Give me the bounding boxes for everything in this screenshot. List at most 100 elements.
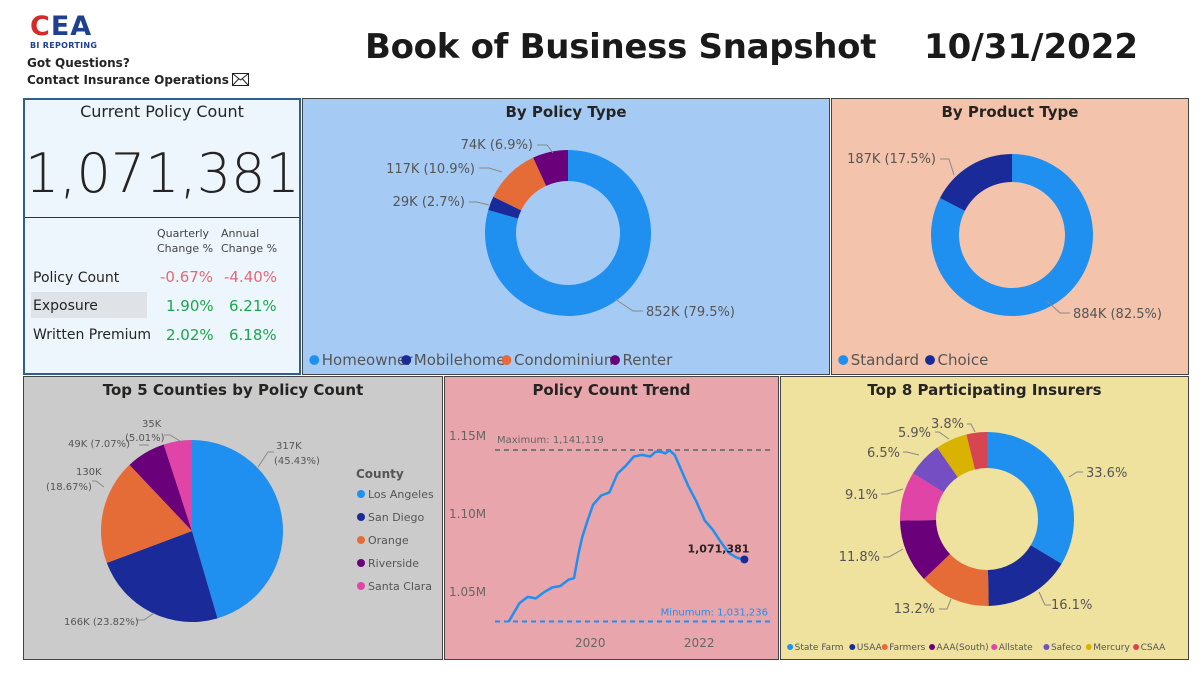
counties-legend-marker-orange[interactable] — [357, 536, 365, 544]
insurers-legend-aaa-south: AAA(South) — [937, 643, 989, 653]
insurers-slice-mercury[interactable] — [937, 434, 975, 478]
trend-xtick-2020: 2020 — [575, 636, 606, 650]
counties-legend-marker-riverside[interactable] — [357, 559, 365, 567]
policy-count-value: 1,071,381 — [25, 142, 300, 205]
current-policy-title: Current Policy Count — [80, 102, 244, 121]
counties-label-los-angeles-1: 317K — [276, 441, 302, 452]
policy-type-slice-renter[interactable] — [533, 150, 568, 186]
page-title: Book of Business Snapshot — [365, 27, 877, 67]
contact-link[interactable]: Contact Insurance Operations — [27, 73, 229, 87]
product-type-label-choice: 187K (17.5%) — [847, 152, 936, 167]
insurers-legend-marker-csaa[interactable] — [1133, 644, 1140, 650]
counties-legend-riverside: Riverside — [368, 557, 419, 570]
product-type-chart: 884K (82.5%) 187K (17.5%) Standard Choice — [838, 152, 1162, 369]
product-type-legend-choice: Choice — [938, 351, 989, 369]
product-type-panel: By Product Type 884K (82.5%) 187K (17.5%)… — [831, 98, 1189, 375]
trend-last-label: 1,071,381 — [687, 542, 749, 555]
policy-type-label-mobilehome: 29K (2.7%) — [393, 195, 465, 210]
counties-legend-marker-san-diego[interactable] — [357, 513, 365, 521]
insurers-slice-state-farm[interactable] — [987, 432, 1074, 564]
insurers-slice-usaa[interactable] — [987, 545, 1062, 606]
product-type-title: By Product Type — [941, 103, 1079, 121]
policy-type-slice-homeowner[interactable] — [485, 150, 651, 316]
insurers-legend-marker-aaa-south[interactable] — [929, 644, 936, 650]
insurers-leader-state-farm — [1068, 471, 1083, 478]
counties-panel: Top 5 Counties by Policy Count 317K (45.4… — [23, 376, 443, 660]
insurers-leader-mercury — [935, 431, 950, 440]
exposure-annual: 6.21% — [229, 297, 277, 315]
counties-label-santa-clara-1: 35K — [142, 419, 162, 430]
policy-type-legend-condominium: Condominium — [514, 351, 618, 369]
insurers-panel: Top 8 Participating Insurers 33.6% 16.1% 1… — [780, 376, 1189, 660]
counties-label-orange-1: 130K — [76, 467, 102, 478]
counties-slice-orange[interactable] — [101, 464, 192, 563]
insurers-leader-usaa — [1038, 591, 1051, 606]
counties-slice-santa-clara[interactable] — [163, 440, 192, 531]
insurers-chart: 33.6% 16.1% 13.2% 11.8% 9.1% 6.5% 5.9%3.8% Stat… — [787, 417, 1167, 653]
trend-chart: 1.15M 1.10M 1.05M 2020 2022 Maximum: 1,141,11… — [449, 429, 770, 650]
product-type-label-standard: 884K (82.5%) — [1073, 307, 1162, 322]
policy-type-label-condominium: 117K (10.9%) — [386, 162, 475, 177]
trend-ytick-1-05m: 1.05M — [449, 585, 486, 599]
counties-leader-santa-clara — [164, 434, 181, 442]
product-type-leader-standard — [1046, 300, 1070, 314]
policy-type-legend-marker-renter[interactable] — [610, 355, 620, 365]
counties-slice-los-angeles[interactable] — [192, 440, 284, 619]
logo-letters-ea: EA — [50, 11, 93, 42]
policy-type-title: By Policy Type — [505, 103, 627, 121]
counties-chart: 317K (45.43%) 166K (23.82%) 130K (18.67%) 49K… — [46, 419, 434, 628]
insurers-legend-marker-farmers[interactable] — [881, 644, 888, 650]
cea-logo[interactable]: CEA BI REPORTING — [30, 11, 130, 50]
insurers-leader-csaa — [967, 423, 976, 433]
insurers-label-safeco: 6.5% — [867, 446, 900, 461]
counties-legend-marker-santa-clara[interactable] — [357, 582, 365, 590]
counties-label-orange-2: (18.67%) — [46, 482, 92, 493]
trend-max-label: Maximum: 1,141,119 — [497, 435, 604, 446]
product-type-legend-marker-standard[interactable] — [838, 355, 849, 365]
counties-leader-san-diego — [136, 612, 155, 621]
insurers-slice-safeco[interactable] — [912, 447, 958, 493]
insurers-label-allstate: 9.1% — [845, 488, 878, 503]
counties-label-los-angeles-2: (45.43%) — [274, 456, 320, 467]
counties-leader-los-angeles — [257, 451, 274, 468]
policy-type-chart: 852K (79.5%) 29K (2.7%) 117K (10.9%) 74K (6… — [309, 138, 735, 369]
trend-series-line[interactable] — [507, 448, 745, 623]
insurers-slice-csaa[interactable] — [966, 432, 987, 470]
insurers-legend-safeco: Safeco — [1051, 643, 1082, 653]
insurers-slice-allstate[interactable] — [900, 473, 944, 521]
trend-min-label: Minumum: 1,031,236 — [661, 607, 768, 618]
row-label-policy-count: Policy Count — [33, 270, 120, 286]
insurers-leader-farmers — [939, 598, 952, 610]
product-type-slice-standard[interactable] — [931, 154, 1093, 316]
policy-type-slice-condominium[interactable] — [493, 157, 547, 211]
insurers-legend-marker-usaa[interactable] — [849, 644, 856, 650]
policy-type-legend-mobilehome: Mobilehome — [414, 351, 506, 369]
trend-last-point[interactable] — [740, 555, 749, 564]
policy-count-annual: -4.40% — [224, 268, 278, 286]
mail-icon[interactable] — [231, 73, 249, 86]
product-type-slice-choice[interactable] — [939, 154, 1012, 211]
policy-type-legend-marker-condominium[interactable] — [501, 355, 512, 365]
insurers-slice-farmers[interactable] — [923, 554, 989, 606]
counties-legend-marker-los-angeles[interactable] — [357, 490, 365, 498]
logo-subtitle: BI REPORTING — [30, 41, 98, 50]
policy-type-legend-marker-homeowner[interactable] — [309, 355, 320, 365]
insurers-legend-marker-allstate[interactable] — [991, 644, 998, 650]
product-type-legend-marker-choice[interactable] — [925, 355, 935, 365]
insurers-legend-marker-state-farm[interactable] — [787, 644, 794, 650]
counties-slice-san-diego[interactable] — [106, 531, 218, 622]
policy-type-legend-marker-mobilehome[interactable] — [401, 355, 412, 365]
insurers-label-aaa-south: 11.8% — [839, 550, 880, 565]
insurers-legend-marker-safeco[interactable] — [1043, 644, 1050, 650]
report-date: 10/31/2022 — [924, 27, 1139, 67]
policy-type-slice-mobilehome[interactable] — [488, 196, 522, 219]
counties-slice-riverside[interactable] — [129, 444, 192, 531]
insurers-legend-marker-mercury[interactable] — [1085, 644, 1092, 650]
insurers-legend-csaa: CSAA — [1141, 643, 1167, 653]
insurers-slice-aaa-south[interactable] — [900, 519, 951, 579]
questions-block: Got Questions? Contact Insurance Operati… — [27, 55, 249, 89]
policy-type-leader-mobilehome — [469, 201, 490, 206]
annual-change-header: Annual Change % — [221, 227, 278, 255]
insurers-label-state-farm: 33.6% — [1086, 466, 1127, 481]
written-premium-annual: 6.18% — [229, 326, 277, 344]
